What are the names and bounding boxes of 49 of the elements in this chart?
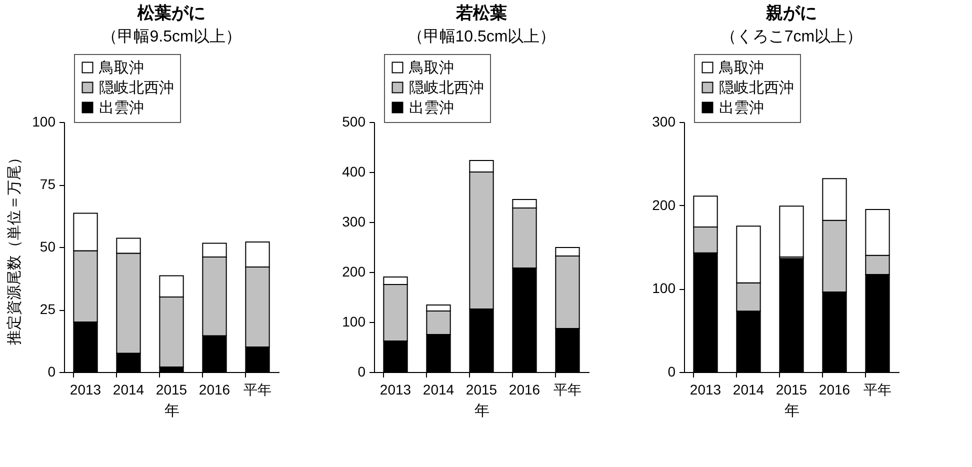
x-tick-label: 2016 bbox=[508, 382, 540, 398]
x-tick-label: 2013 bbox=[380, 382, 412, 398]
legend-label: 出雲沖 bbox=[719, 100, 764, 116]
y-tick-label: 50 bbox=[40, 238, 56, 254]
y-tick-label: 25 bbox=[40, 301, 56, 317]
x-tick-label: 平年 bbox=[554, 382, 582, 398]
chart-subtitle: （甲幅9.5cm以上） bbox=[102, 28, 242, 46]
x-tick-label: 2015 bbox=[466, 382, 498, 398]
x-tick-label: 平年 bbox=[864, 382, 892, 398]
y-tick-label: 300 bbox=[342, 214, 366, 230]
legend-label: 隠岐北西沖 bbox=[99, 80, 174, 96]
y-axis-title: 推定資源尾数（単位＝万尾） bbox=[6, 150, 24, 345]
legend-label: 鳥取沖 bbox=[408, 60, 454, 76]
legend-label: 隠岐北西沖 bbox=[719, 80, 794, 96]
chart-title: 若松葉 bbox=[455, 4, 507, 22]
y-tick-label: 0 bbox=[358, 364, 366, 380]
legend-label: 出雲沖 bbox=[99, 100, 144, 116]
legend-label: 鳥取沖 bbox=[718, 60, 764, 76]
chart-subtitle: （甲幅10.5cm以上） bbox=[407, 28, 556, 46]
legend-label: 隠岐北西沖 bbox=[409, 80, 484, 96]
y-tick-label: 0 bbox=[668, 364, 676, 380]
y-tick-label: 75 bbox=[40, 176, 56, 192]
x-axis-title: 年 bbox=[164, 402, 180, 420]
x-axis-title: 年 bbox=[474, 402, 490, 420]
legend-label: 鳥取沖 bbox=[98, 60, 144, 76]
x-tick-label: 2015 bbox=[156, 382, 188, 398]
y-tick-label: 200 bbox=[342, 264, 366, 280]
y-tick-label: 300 bbox=[652, 114, 676, 130]
x-tick-label: 平年 bbox=[244, 382, 272, 398]
x-axis-title: 年 bbox=[784, 402, 800, 420]
chart-title: 松葉がに bbox=[136, 4, 206, 22]
x-tick-label: 2014 bbox=[422, 382, 454, 398]
x-tick-label: 2015 bbox=[776, 382, 808, 398]
chart-title: 親がに bbox=[765, 4, 817, 22]
y-tick-label: 100 bbox=[342, 314, 366, 330]
y-tick-label: 100 bbox=[652, 280, 676, 296]
y-tick-label: 200 bbox=[652, 196, 676, 213]
x-tick-label: 2016 bbox=[818, 382, 850, 398]
x-tick-label: 2016 bbox=[198, 382, 230, 398]
y-tick-label: 400 bbox=[342, 164, 366, 180]
y-tick-label: 0 bbox=[48, 364, 56, 380]
x-tick-label: 2014 bbox=[732, 382, 764, 398]
y-tick-label: 500 bbox=[342, 114, 366, 130]
y-tick-label: 100 bbox=[32, 114, 56, 130]
chart-subtitle: （くろこ7cm以上） bbox=[720, 28, 863, 46]
legend-label: 出雲沖 bbox=[409, 100, 454, 116]
x-tick-label: 2013 bbox=[70, 382, 102, 398]
x-tick-label: 2014 bbox=[112, 382, 144, 398]
x-tick-label: 2013 bbox=[690, 382, 722, 398]
